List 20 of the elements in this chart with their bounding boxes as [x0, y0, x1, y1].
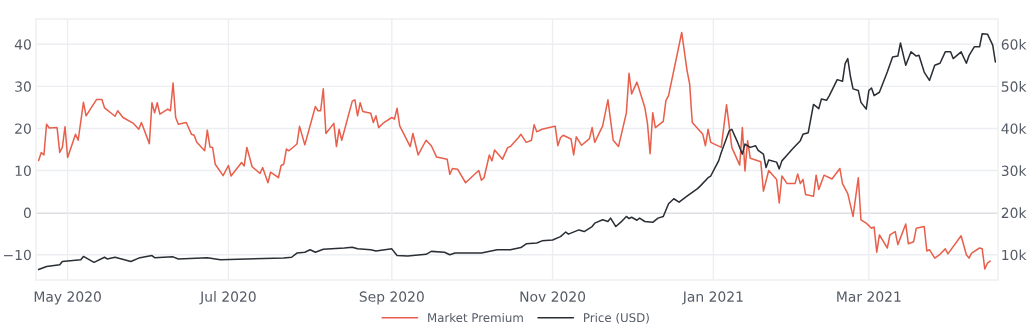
- y2-tick-label: 40k: [1001, 123, 1027, 134]
- y-tick-label: 10: [15, 165, 31, 177]
- legend-label: Market Premium: [428, 312, 523, 323]
- y-tick-label: 0: [23, 207, 31, 219]
- x-tick-label: Sep 2020: [359, 291, 424, 305]
- y-tick-label: −10: [3, 249, 31, 261]
- x-tick-label: Mar 2021: [837, 291, 901, 302]
- y2-tick-label: 10k: [1002, 249, 1027, 261]
- x-tick-label: Jul 2020: [199, 291, 256, 305]
- y-tick-label: 30: [15, 81, 31, 92]
- x-tick-label: Jan 2021: [682, 291, 743, 305]
- y2-tick-label: 60k: [1001, 38, 1027, 50]
- x-tick-label: Nov 2020: [520, 291, 586, 302]
- y2-tick-label: 30k: [1001, 165, 1027, 177]
- legend-label: Price (USD): [584, 312, 649, 324]
- y2-tick-label: 20k: [1001, 207, 1027, 219]
- y-tick-label: 40: [14, 39, 31, 50]
- x-tick-label: May 2020: [34, 291, 101, 305]
- y-tick-label: 20: [15, 123, 31, 134]
- y2-tick-label: 50k: [1001, 81, 1027, 92]
